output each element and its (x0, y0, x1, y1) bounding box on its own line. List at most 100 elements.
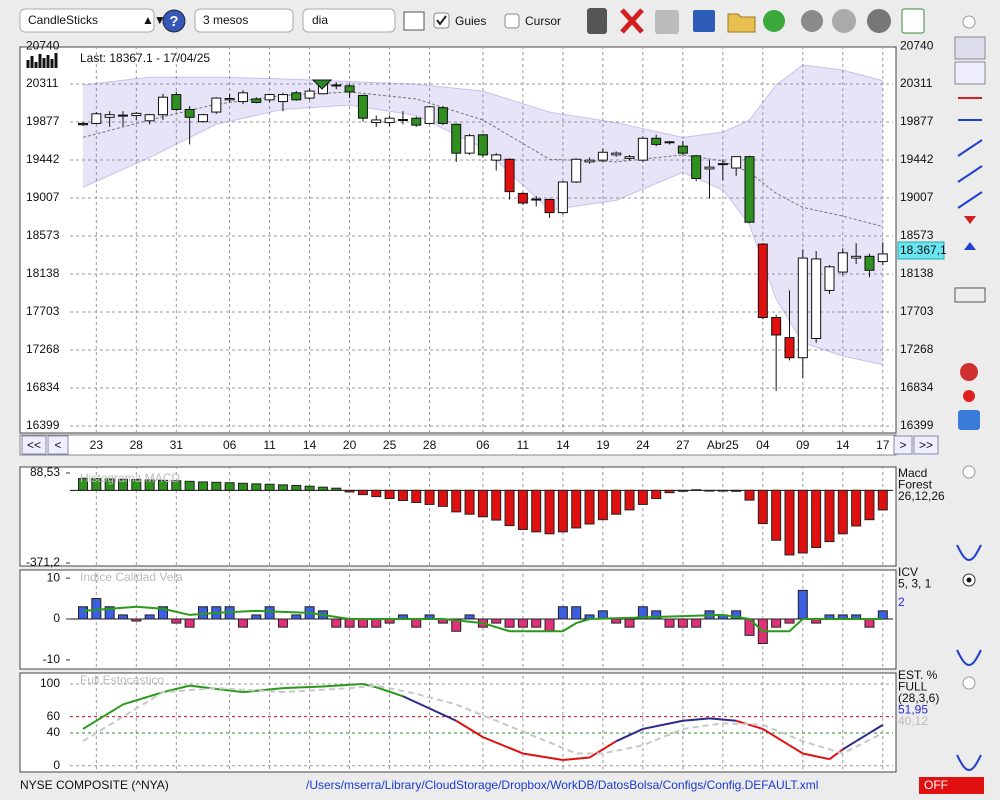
stoch-d-line (82, 684, 884, 755)
trend-tool[interactable] (957, 139, 983, 209)
help-button[interactable] (162, 9, 186, 33)
open-icon[interactable] (727, 13, 756, 33)
candle-body (384, 117, 395, 124)
date-label: Abr25 (707, 438, 739, 452)
swap-tool[interactable] (958, 410, 980, 430)
buy-tool[interactable] (964, 242, 976, 250)
nav-last[interactable] (913, 435, 939, 455)
stoch-k-segment (562, 756, 590, 762)
stoch-k-segment (642, 719, 684, 730)
legend-entry: (28,3,6) (898, 691, 939, 705)
stoch-k-segment (842, 740, 857, 751)
bar (157, 606, 168, 620)
date-label: 28 (423, 438, 437, 452)
stoch-k-segment (762, 728, 791, 747)
cursor-checkbox[interactable] (504, 13, 520, 29)
config-path[interactable]: /Users/mserra/Library/CloudStorage/Dropb… (306, 778, 818, 792)
candle-body (91, 113, 102, 124)
delete-icon[interactable] (620, 8, 644, 34)
chart-type-select[interactable] (19, 8, 155, 33)
candle-body (557, 181, 568, 214)
mode-badge[interactable] (919, 777, 984, 794)
legend-entry: FULL (898, 680, 928, 694)
bar (264, 606, 275, 620)
chart-icon[interactable] (403, 11, 425, 31)
cursor-label: Cursor (525, 14, 561, 28)
save-icon[interactable] (693, 10, 715, 32)
trash-icon[interactable] (587, 8, 607, 34)
radio[interactable] (962, 676, 976, 690)
refresh-icon[interactable] (763, 10, 785, 32)
candle-body (851, 255, 862, 259)
candle-body (171, 94, 182, 110)
date-label: 14 (836, 438, 850, 452)
print-icon[interactable] (655, 10, 679, 34)
bar (184, 480, 195, 491)
bar (384, 489, 395, 500)
candle-body (491, 154, 502, 161)
bar (104, 478, 115, 491)
stoch-k-segment (735, 719, 764, 730)
stop-tool[interactable] (960, 363, 978, 381)
candle-body (597, 151, 608, 161)
interval-select[interactable] (302, 8, 396, 33)
date-label: 17 (876, 438, 890, 452)
zoom-tool[interactable] (954, 36, 986, 60)
stoch-k-segment (322, 683, 350, 688)
list-tool[interactable] (954, 287, 986, 303)
candle-body (277, 94, 288, 103)
bar (517, 489, 528, 530)
nav-next[interactable] (893, 435, 913, 455)
nav-prev[interactable] (47, 435, 69, 455)
guides-label: Guies (455, 14, 486, 28)
bar (637, 606, 648, 620)
legend-entry: Macd (898, 466, 927, 480)
bar (771, 618, 782, 628)
date-label: 11 (263, 438, 276, 452)
bar (304, 485, 315, 491)
candle-body (411, 117, 422, 126)
currency-icon[interactable] (832, 9, 856, 33)
period-select[interactable] (194, 8, 294, 33)
bar (117, 478, 128, 491)
candle-body (531, 198, 542, 201)
date-label: 24 (636, 438, 650, 452)
bar (464, 614, 475, 620)
date-label: 11 (517, 438, 530, 452)
bar (664, 618, 675, 628)
bar (877, 489, 888, 511)
bar (477, 489, 488, 518)
bar (78, 606, 88, 620)
candle-body (517, 192, 528, 204)
record-tool[interactable] (963, 390, 975, 402)
stoch-k-segment (828, 748, 844, 760)
bar (691, 489, 702, 491)
radio[interactable] (962, 465, 976, 479)
bar (864, 489, 875, 521)
radio[interactable] (962, 15, 976, 29)
bar (784, 489, 795, 556)
sell-tool[interactable] (964, 216, 976, 224)
stoch-k-segment (162, 684, 190, 694)
tool-column (954, 36, 986, 772)
bar (677, 489, 688, 492)
candle-body (117, 114, 128, 117)
oscillator-tool[interactable] (956, 544, 982, 772)
candle-body (771, 317, 782, 336)
update-icon[interactable] (801, 10, 823, 32)
candle-body (184, 108, 195, 118)
y-tick-label-right: 17703 (900, 304, 934, 318)
bar (78, 478, 88, 491)
calendar-icon[interactable] (901, 8, 925, 34)
settings-icon[interactable] (867, 9, 891, 33)
candle-body (837, 252, 848, 273)
nav-first[interactable] (21, 435, 47, 455)
stoch-k-segment (615, 728, 644, 743)
y-tick-label: 10 (47, 570, 61, 584)
tool[interactable] (954, 61, 986, 85)
bar (224, 482, 235, 491)
bar (344, 489, 355, 493)
bar (624, 618, 635, 628)
y-tick-label: 100 (40, 676, 60, 690)
date-label: 04 (756, 438, 770, 452)
